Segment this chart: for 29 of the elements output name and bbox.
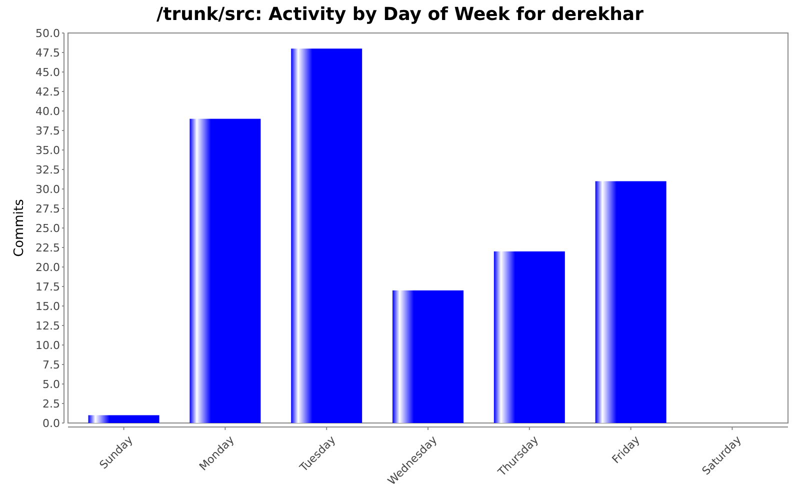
y-tick-label: 25.0 [36, 222, 60, 235]
y-tick-label: 10.0 [36, 338, 60, 352]
y-tick-label: 42.5 [36, 85, 60, 98]
y-tick-label: 40.0 [36, 104, 60, 118]
y-tick-label: 35.0 [36, 144, 60, 157]
y-tick-label: 17.5 [36, 280, 60, 294]
bar [190, 118, 261, 423]
bar [595, 181, 666, 423]
y-tick-label: 12.5 [36, 319, 60, 332]
y-tick-label: 0.0 [42, 416, 60, 430]
y-tick-label: 15.0 [36, 300, 60, 313]
bar [494, 251, 565, 423]
y-tick-label: 32.5 [36, 163, 60, 176]
y-tick-label: 50.0 [36, 26, 60, 40]
y-tick-label: 2.5 [42, 397, 60, 410]
y-tick-label: 45.0 [36, 66, 60, 79]
bar [88, 415, 160, 423]
y-tick-label: 47.5 [36, 46, 60, 60]
y-tick-label: 27.5 [36, 202, 60, 216]
y-tick-label: 7.5 [42, 358, 60, 372]
bar [392, 290, 464, 423]
chart-title: /trunk/src: Activity by Day of Week for derekhar [156, 4, 644, 25]
y-tick-label: 22.5 [36, 241, 60, 254]
y-axis-title: Commits [12, 198, 27, 257]
y-tick-label: 30.0 [36, 182, 60, 196]
bar [291, 48, 362, 423]
y-tick-label: 5.0 [42, 378, 60, 391]
y-tick-label: 37.5 [36, 124, 60, 138]
y-tick-label: 20.0 [36, 260, 60, 274]
